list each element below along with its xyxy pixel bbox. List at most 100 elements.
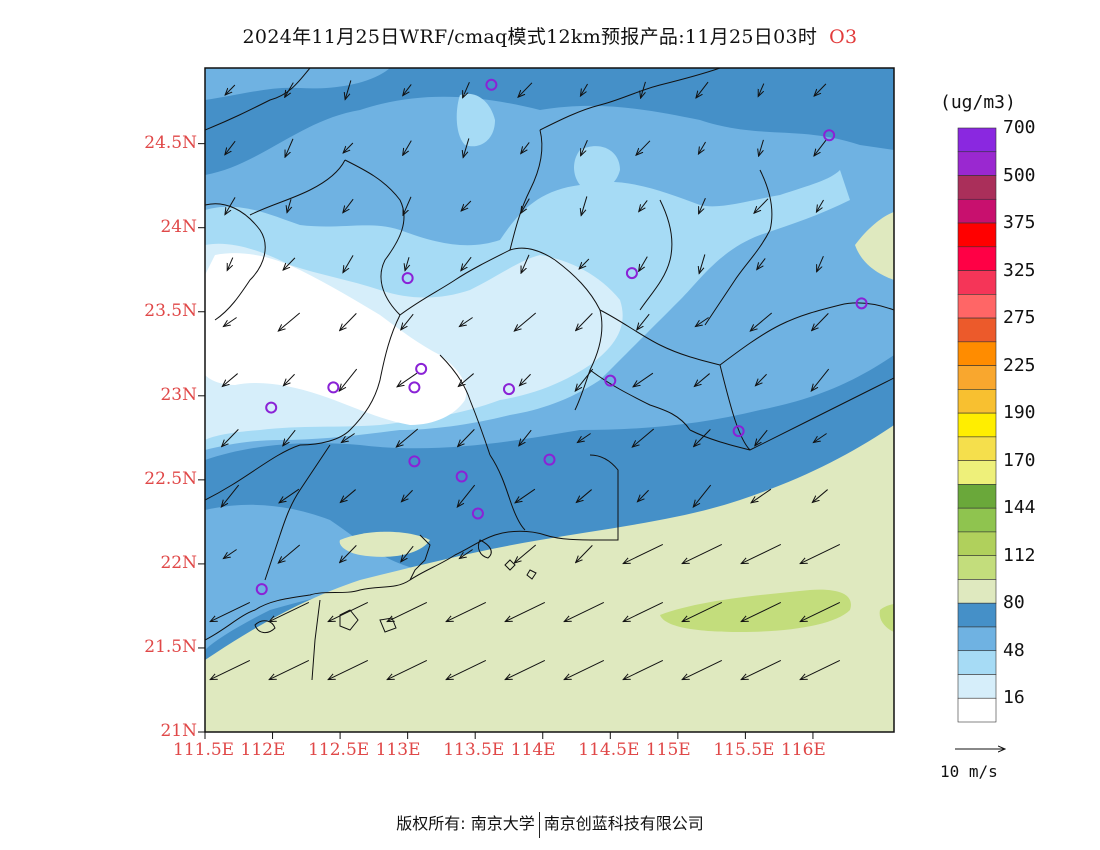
legend-swatch xyxy=(957,294,997,319)
wind-vector xyxy=(343,142,354,153)
legend-swatch xyxy=(957,127,997,153)
legend-swatch xyxy=(957,341,997,366)
wind-vector xyxy=(222,429,239,446)
wind-vector xyxy=(401,313,414,330)
wind-vector xyxy=(682,543,723,563)
station-marker xyxy=(408,455,421,468)
wind-vector xyxy=(800,543,841,563)
wind-vector xyxy=(283,429,296,446)
wind-vector xyxy=(463,138,470,157)
wind-vector xyxy=(458,373,474,387)
legend-swatch xyxy=(957,460,997,485)
station-marker xyxy=(625,267,638,280)
wind-vector xyxy=(405,257,409,270)
wind-vector xyxy=(755,373,767,385)
legend-swatch xyxy=(957,222,997,248)
lon-tick-label: 114.5E xyxy=(578,740,640,760)
wind-vector xyxy=(741,659,782,679)
wind-vector xyxy=(210,659,251,679)
footer-right: 南京创蓝科技有限公司 xyxy=(543,814,704,833)
wind-vector xyxy=(225,197,236,214)
wind-vector xyxy=(812,313,829,330)
wind-vector xyxy=(223,549,237,558)
wind-vector xyxy=(641,81,646,98)
wind-vector xyxy=(580,83,588,96)
station-marker xyxy=(604,374,617,387)
wind-vector xyxy=(459,317,473,326)
legend-label: 275 xyxy=(1003,307,1036,329)
wind-vector xyxy=(463,82,470,98)
wind-vector xyxy=(461,200,472,211)
wind-vector xyxy=(576,313,593,330)
wind-vector xyxy=(339,368,358,391)
wind-vector xyxy=(514,312,537,331)
wind-vector xyxy=(283,257,296,270)
wind-vector xyxy=(283,373,295,385)
station-marker xyxy=(408,381,421,394)
wind-vector xyxy=(758,83,765,97)
station-marker xyxy=(502,383,515,396)
legend-swatch xyxy=(957,151,997,176)
wind-vector xyxy=(682,601,723,621)
wind-vector xyxy=(343,255,354,272)
lon-tick-label: 112E xyxy=(240,740,286,760)
legend-swatch xyxy=(957,317,997,343)
lat-tick-label: 23N xyxy=(160,384,197,405)
station-marker xyxy=(401,272,414,285)
wind-vector xyxy=(278,544,301,563)
wind-vector xyxy=(387,601,428,621)
legend-swatch xyxy=(957,602,997,628)
wind-vector xyxy=(401,489,413,501)
wind-vector xyxy=(521,254,530,273)
wind-vector xyxy=(816,199,824,212)
wind-reference-label: 10 m/s xyxy=(940,762,998,781)
legend-label: 500 xyxy=(1003,164,1036,186)
footer-left: 版权所有: 南京大学 xyxy=(396,814,535,833)
wind-vector xyxy=(636,140,651,155)
wind-vector xyxy=(285,82,294,98)
lon-tick-label: 113E xyxy=(375,740,421,760)
lon-tick-label: 111.5E xyxy=(173,740,235,760)
wind-vector xyxy=(396,428,419,447)
wind-vector xyxy=(403,84,412,95)
legend-swatch xyxy=(957,246,997,271)
station-marker xyxy=(732,425,745,438)
station-marker xyxy=(415,362,428,375)
legend-label: 112 xyxy=(1003,544,1036,566)
wind-vector xyxy=(519,429,532,446)
legend-swatch xyxy=(957,436,997,461)
wind-vector xyxy=(461,256,472,271)
wind-vector xyxy=(446,601,487,621)
wind-vector xyxy=(696,81,709,98)
wind-vector xyxy=(633,372,654,387)
wind-vector xyxy=(699,198,706,214)
wind-vector xyxy=(755,429,768,446)
wind-vector xyxy=(269,659,310,679)
legend-label: 375 xyxy=(1003,212,1036,234)
legend-swatch xyxy=(957,626,997,652)
station-marker xyxy=(855,297,868,310)
wind-vector xyxy=(623,543,664,563)
wind-vector xyxy=(695,317,709,326)
legend-label: 225 xyxy=(1003,354,1036,376)
wind-vector xyxy=(581,140,588,156)
lon-tick-label: 113.5E xyxy=(443,740,505,760)
wind-vector xyxy=(221,484,240,507)
wind-vector xyxy=(505,601,546,621)
legend-swatch xyxy=(957,507,997,533)
wind-vector xyxy=(814,139,827,156)
wind-vector xyxy=(579,258,590,269)
wind-vector xyxy=(741,601,782,621)
legend-swatch xyxy=(957,555,997,580)
wind-vector xyxy=(340,489,356,503)
legend-label: 80 xyxy=(1003,592,1025,614)
wind-vector xyxy=(577,433,591,442)
wind-vector xyxy=(521,198,530,214)
wind-vector xyxy=(564,659,605,679)
wind-vector xyxy=(694,429,711,446)
lon-tick-label: 115E xyxy=(645,740,691,760)
lat-tick-label: 24.5N xyxy=(144,132,197,153)
wind-vector xyxy=(401,545,414,562)
legend-label: 325 xyxy=(1003,259,1036,281)
legend-label: 48 xyxy=(1003,639,1025,661)
